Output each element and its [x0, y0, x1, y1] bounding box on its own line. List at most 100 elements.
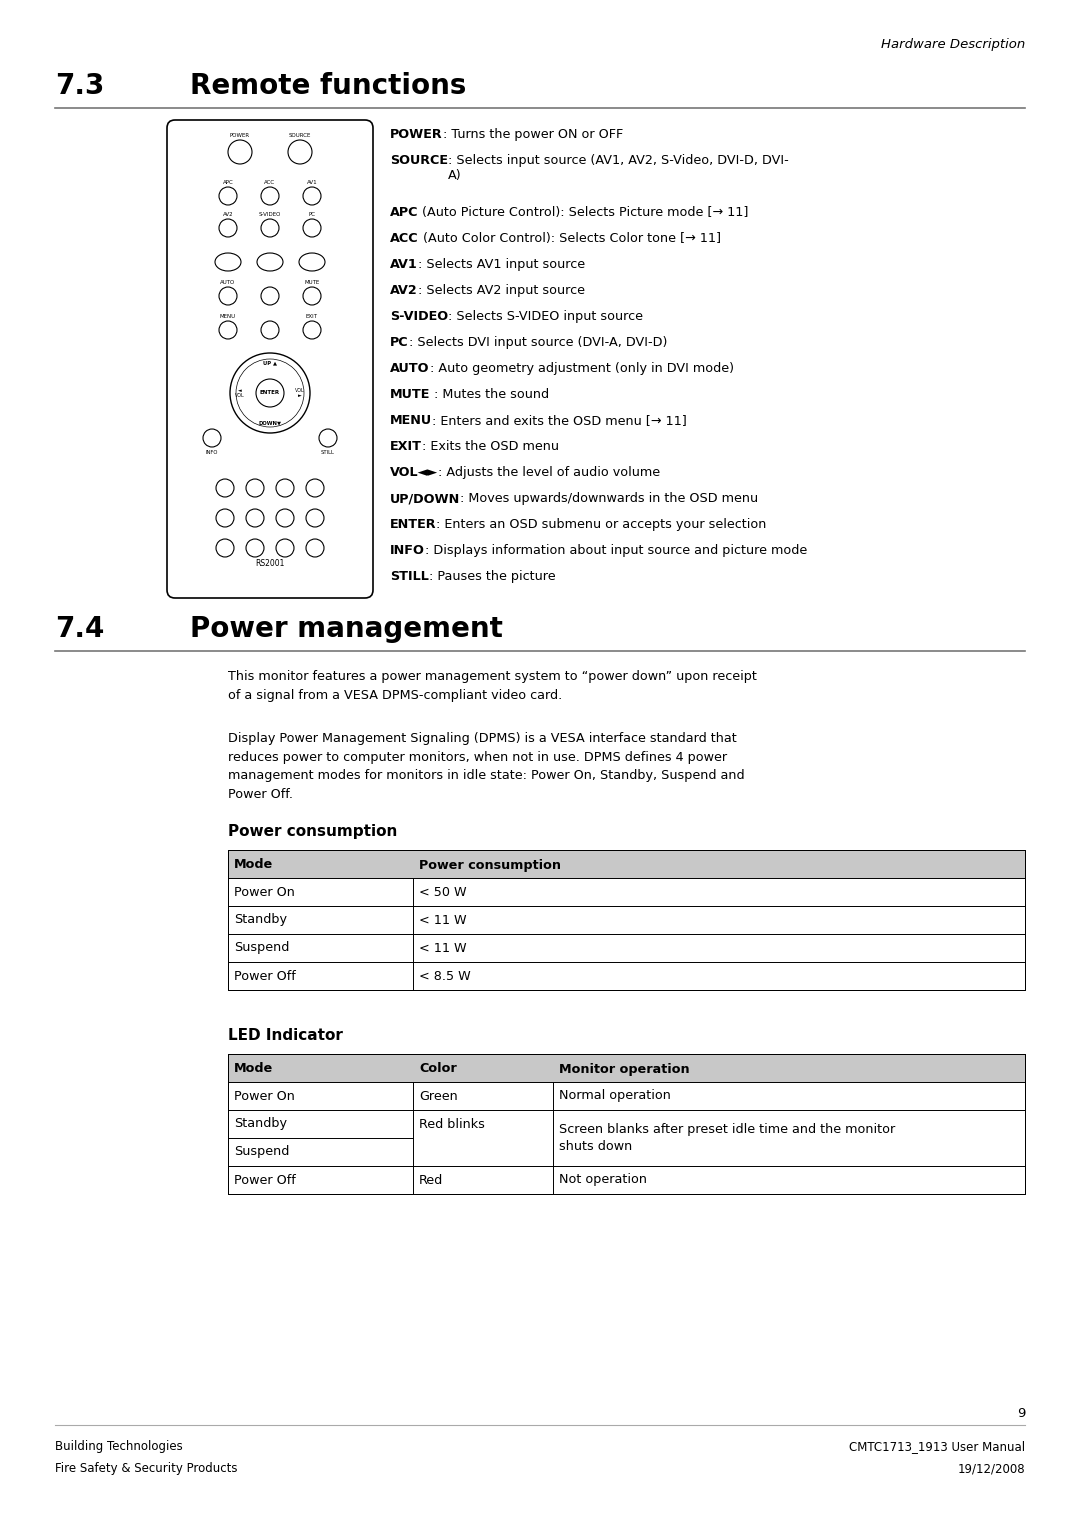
Circle shape: [319, 429, 337, 447]
Text: Standby: Standby: [234, 1118, 287, 1130]
Circle shape: [276, 479, 294, 496]
Circle shape: [219, 218, 237, 237]
Text: < 11 W: < 11 W: [419, 913, 467, 927]
Bar: [228, 935, 1025, 962]
Text: : Pauses the picture: : Pauses the picture: [429, 570, 555, 583]
Text: : Selects input source (AV1, AV2, S-Video, DVI-D, DVI-
A): : Selects input source (AV1, AV2, S-Vide…: [448, 154, 788, 182]
Ellipse shape: [215, 253, 241, 270]
Text: DOWN▼: DOWN▼: [258, 420, 282, 426]
Text: : Enters and exits the OSD menu [→ 11]: : Enters and exits the OSD menu [→ 11]: [432, 414, 687, 428]
Text: : Enters an OSD submenu or accepts your selection: : Enters an OSD submenu or accepts your …: [436, 518, 767, 531]
Circle shape: [256, 379, 284, 408]
Text: INFO: INFO: [206, 450, 218, 455]
Bar: [228, 851, 1025, 878]
Text: Standby: Standby: [234, 913, 287, 927]
Text: INFO: INFO: [390, 544, 424, 557]
Circle shape: [203, 429, 221, 447]
Text: S-VIDEO: S-VIDEO: [259, 212, 281, 217]
Circle shape: [303, 186, 321, 205]
Bar: [228, 1110, 1025, 1167]
Text: LED Indicator: LED Indicator: [228, 1028, 342, 1043]
Text: MENU: MENU: [220, 315, 237, 319]
Text: MUTE: MUTE: [305, 279, 320, 286]
Text: Red blinks: Red blinks: [419, 1118, 485, 1130]
Text: UP/DOWN: UP/DOWN: [390, 492, 460, 505]
Text: ◄
VOL: ◄ VOL: [235, 388, 245, 399]
Text: (Auto Color Control): Selects Color tone [→ 11]: (Auto Color Control): Selects Color tone…: [419, 232, 720, 244]
Text: AV1: AV1: [307, 180, 318, 185]
Text: Screen blanks after preset idle time and the monitor
shuts down: Screen blanks after preset idle time and…: [559, 1122, 895, 1153]
Text: PC: PC: [390, 336, 408, 350]
Bar: [228, 1054, 1025, 1083]
Text: Green: Green: [419, 1089, 458, 1102]
Text: Power management: Power management: [190, 615, 503, 643]
Bar: [228, 1167, 1025, 1194]
Text: POWER: POWER: [230, 133, 251, 137]
Text: UP ▲: UP ▲: [264, 360, 276, 365]
Circle shape: [261, 287, 279, 305]
Text: < 50 W: < 50 W: [419, 886, 467, 898]
Circle shape: [219, 287, 237, 305]
Text: Power consumption: Power consumption: [228, 825, 397, 838]
Text: 7.4: 7.4: [55, 615, 105, 643]
Text: (Auto Picture Control): Selects Picture mode [→ 11]: (Auto Picture Control): Selects Picture …: [419, 206, 748, 218]
Text: S-VIDEO: S-VIDEO: [390, 310, 448, 324]
Circle shape: [288, 140, 312, 163]
Text: VOL
►: VOL ►: [295, 388, 305, 399]
Text: Power On: Power On: [234, 886, 295, 898]
Text: : Selects AV1 input source: : Selects AV1 input source: [418, 258, 585, 270]
Text: Hardware Description: Hardware Description: [881, 38, 1025, 50]
Text: : Displays information about input source and picture mode: : Displays information about input sourc…: [424, 544, 807, 557]
Text: AUTO: AUTO: [220, 279, 235, 286]
Circle shape: [306, 508, 324, 527]
Text: < 8.5 W: < 8.5 W: [419, 970, 471, 982]
Text: VOL◄►: VOL◄►: [390, 466, 438, 479]
Text: < 11 W: < 11 W: [419, 942, 467, 954]
Circle shape: [276, 539, 294, 557]
Text: Building Technologies: Building Technologies: [55, 1440, 183, 1454]
Text: : Adjusts the level of audio volume: : Adjusts the level of audio volume: [438, 466, 660, 479]
Circle shape: [246, 479, 264, 496]
Text: 9: 9: [1016, 1406, 1025, 1420]
Circle shape: [303, 321, 321, 339]
Circle shape: [216, 539, 234, 557]
Text: Power Off: Power Off: [234, 970, 296, 982]
Circle shape: [261, 218, 279, 237]
Text: STILL: STILL: [321, 450, 335, 455]
Ellipse shape: [257, 253, 283, 270]
Circle shape: [303, 287, 321, 305]
Text: EXIT: EXIT: [390, 440, 422, 454]
Circle shape: [216, 508, 234, 527]
Text: : Selects AV2 input source: : Selects AV2 input source: [418, 284, 584, 296]
Text: Power consumption: Power consumption: [419, 858, 561, 872]
FancyBboxPatch shape: [167, 121, 373, 599]
Text: Color: Color: [419, 1063, 457, 1075]
Circle shape: [216, 479, 234, 496]
Text: : Selects S-VIDEO input source: : Selects S-VIDEO input source: [448, 310, 643, 324]
Text: : Moves upwards/downwards in the OSD menu: : Moves upwards/downwards in the OSD men…: [460, 492, 758, 505]
Text: POWER: POWER: [390, 128, 443, 140]
Circle shape: [230, 353, 310, 434]
Text: Normal operation: Normal operation: [559, 1089, 671, 1102]
Text: Display Power Management Signaling (DPMS) is a VESA interface standard that
redu: Display Power Management Signaling (DPMS…: [228, 731, 744, 800]
Circle shape: [303, 218, 321, 237]
Text: : Exits the OSD menu: : Exits the OSD menu: [422, 440, 559, 454]
Text: Mode: Mode: [234, 858, 273, 872]
Text: RS2001: RS2001: [255, 559, 285, 568]
Text: Suspend: Suspend: [234, 1145, 289, 1159]
Circle shape: [306, 539, 324, 557]
Text: This monitor features a power management system to “power down” upon receipt
of : This monitor features a power management…: [228, 670, 757, 701]
Bar: [228, 851, 1025, 989]
Text: Red: Red: [419, 1174, 443, 1186]
Text: ENTER: ENTER: [390, 518, 436, 531]
Bar: [228, 1083, 1025, 1110]
Bar: [228, 906, 1025, 935]
Circle shape: [246, 508, 264, 527]
Text: ACC: ACC: [265, 180, 275, 185]
Text: : Auto geometry adjustment (only in DVI mode): : Auto geometry adjustment (only in DVI …: [430, 362, 733, 376]
Text: APC: APC: [390, 206, 419, 218]
Text: ACC: ACC: [390, 232, 419, 244]
Text: APC: APC: [222, 180, 233, 185]
Circle shape: [219, 186, 237, 205]
Text: Fire Safety & Security Products: Fire Safety & Security Products: [55, 1461, 238, 1475]
